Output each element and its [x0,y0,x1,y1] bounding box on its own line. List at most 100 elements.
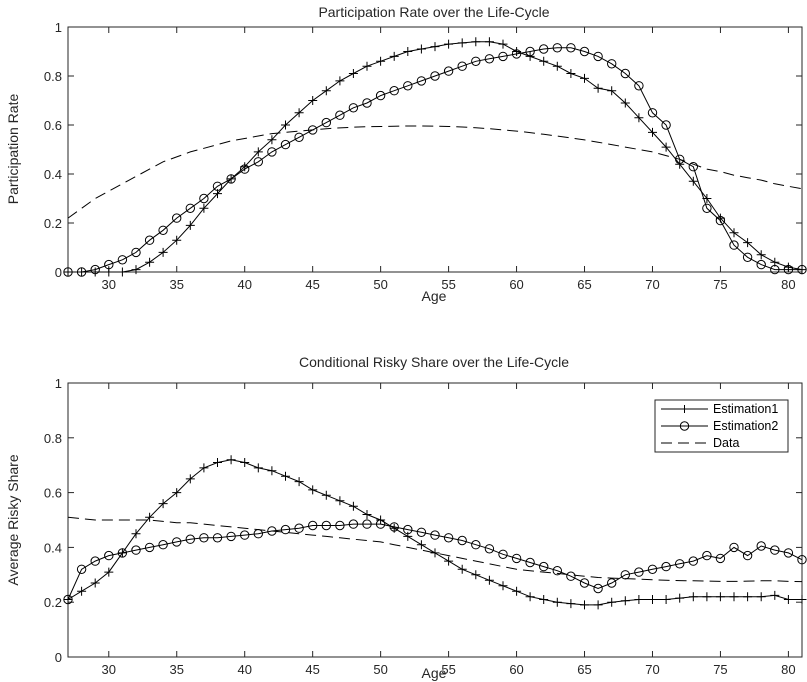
point-circle [389,86,399,96]
point-plus [566,69,576,78]
point-circle [104,259,114,270]
legend-label-estimation1: Estimation1 [713,402,778,416]
point-circle [607,578,617,588]
point-circle [158,225,168,236]
point-circle [416,76,427,86]
point-plus [729,592,739,602]
point-circle [498,549,508,559]
point-circle [729,542,739,553]
point-circle [280,524,291,535]
point-circle [688,162,698,172]
point-plus [199,203,209,213]
point-plus [688,592,698,602]
x-axis-label: Age [422,665,447,681]
point-circle [471,56,481,66]
point-circle [172,213,182,223]
x-tick-label: 70 [645,662,659,677]
point-circle [566,43,576,53]
legend-label-data: Data [713,436,739,450]
point-circle [321,117,331,128]
chart-title: Participation Rate over the Life-Cycle [318,4,549,20]
point-circle [348,519,359,529]
y-tick-label: 0.2 [44,595,62,610]
point-plus [552,597,562,607]
y-tick-label: 0.8 [44,431,62,446]
x-tick-label: 55 [441,277,455,292]
point-circle [335,520,345,531]
point-plus [90,578,100,588]
point-plus [648,127,657,137]
point-circle [403,81,413,91]
point-circle [715,215,726,226]
point-circle [416,527,427,537]
point-plus [430,548,440,558]
point-circle [484,54,495,64]
point-plus [688,176,698,186]
x-tick-label: 40 [237,662,251,677]
point-plus [416,44,426,54]
point-circle [403,524,413,535]
point-circle [144,542,155,553]
y-tick-label: 0.6 [44,118,62,133]
point-circle [240,164,250,174]
point-circle [90,264,100,275]
point-circle [280,139,291,150]
point-plus [172,235,182,245]
point-plus [90,267,100,277]
point-plus [362,61,372,71]
point-circle [63,267,73,277]
point-circle [675,154,685,165]
point-circle [76,267,87,277]
point-plus [145,512,155,522]
x-tick-label: 65 [577,662,591,677]
point-circle [375,519,386,529]
point-plus [281,120,290,130]
point-circle [294,523,304,533]
plot-area [67,26,803,273]
point-circle [185,534,196,544]
point-circle [212,181,223,192]
risky-share-chart: Conditional Risky Share over the Life-Cy… [5,354,807,681]
point-plus [199,463,209,473]
point-plus [634,113,644,123]
point-circle [443,533,454,543]
point-circle [511,553,522,564]
point-plus [104,567,114,577]
point-circle [158,540,168,550]
point-circle [539,561,549,572]
point-plus [525,51,535,61]
point-plus [131,265,141,275]
point-plus [756,592,766,602]
point-circle [756,259,766,270]
x-axis-label: Age [422,288,447,304]
point-plus [253,463,263,473]
y-axis-label: Participation Rate [5,94,21,205]
point-plus [213,458,222,467]
point-circle [226,174,236,184]
x-tick-label: 60 [509,277,523,292]
point-plus [348,69,358,78]
x-tick-label: 30 [102,277,116,292]
axis-ticks: 30 35 40 45 50 55 60 65 70 75 80 0 0.2 0.4 0.6 0.8 1 [44,20,802,292]
point-plus [444,556,454,566]
point-plus [185,220,195,230]
point-circle [131,247,141,258]
point-plus [566,599,576,609]
point-plus [77,586,87,596]
point-plus [783,595,793,604]
point-plus [661,595,671,604]
axis-ticks: 30 35 40 45 50 55 60 65 70 75 80 0 0.2 0.4 0.6 0.8 1 [44,376,802,677]
point-plus [512,586,522,596]
y-axis-label: Average Risky Share [5,454,21,585]
x-tick-label: 50 [373,662,387,677]
point-plus [145,257,155,267]
point-circle [131,545,141,555]
point-circle [715,553,726,564]
x-tick-label: 75 [713,662,727,677]
point-plus [267,466,277,476]
y-tick-label: 1 [55,376,62,391]
point-circle [172,537,182,547]
x-tick-label: 60 [509,662,523,677]
point-plus [376,56,386,66]
point-plus [715,592,725,602]
